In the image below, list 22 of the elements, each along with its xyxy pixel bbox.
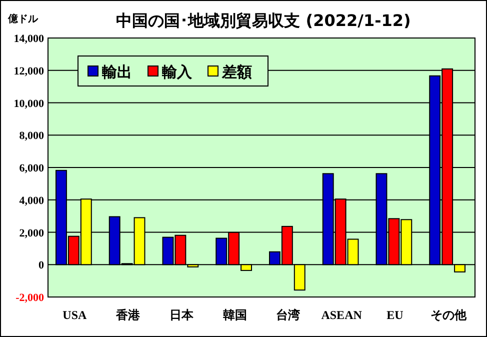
x-tick-label: 日本 (169, 308, 194, 322)
y-tick-label: -2,000 (16, 292, 44, 304)
chart-title: 中国の国･地域別貿易収支 (2022/1-12) (116, 11, 411, 30)
y-tick-label: 10,000 (14, 98, 44, 110)
y-tick-label: 4,000 (19, 194, 44, 207)
x-tick-label: その他 (430, 308, 468, 322)
legend-label: 差額 (221, 63, 252, 81)
x-tick-label: EU (386, 308, 404, 322)
y-axis-title: 億ドル (7, 13, 39, 25)
x-tick-label: ASEAN (321, 308, 362, 322)
y-tick-label: 12,000 (14, 65, 44, 78)
legend-label: 輸出 (101, 63, 132, 81)
legend-label: 輸入 (161, 63, 193, 81)
y-tick-label: 0 (38, 260, 44, 272)
y-tick-label: 6,000 (19, 162, 44, 174)
y-tick-label: 2,000 (19, 227, 44, 240)
y-tick-label: 14,000 (14, 33, 44, 45)
x-tick-label: 台湾 (276, 308, 300, 322)
x-tick-label: USA (62, 308, 88, 322)
x-tick-label: 韓国 (222, 308, 247, 322)
y-tick-label: 8,000 (19, 130, 44, 142)
x-tick-label: 香港 (115, 308, 142, 322)
